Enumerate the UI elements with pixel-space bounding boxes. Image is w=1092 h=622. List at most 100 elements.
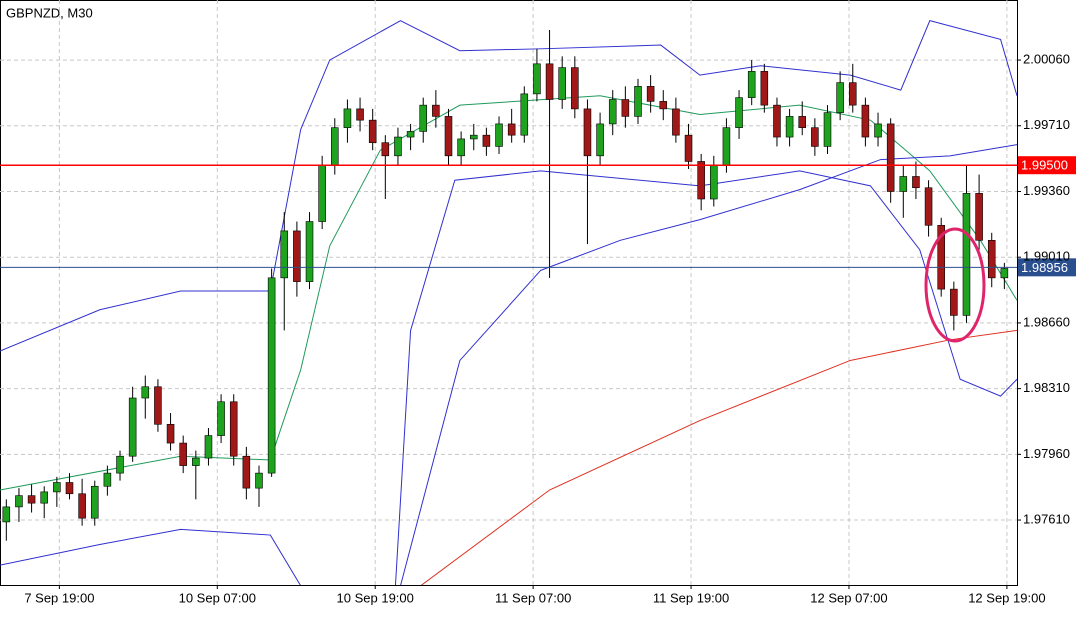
candle-body <box>469 134 478 140</box>
candle-body <box>798 116 807 128</box>
candle-body <box>432 104 440 117</box>
candle-body <box>2 506 11 523</box>
candle-body <box>482 134 491 147</box>
candle-body <box>1000 268 1009 279</box>
candle-body <box>116 455 124 474</box>
candle-body <box>495 123 503 147</box>
candle-body <box>343 108 352 128</box>
candle-body <box>280 230 289 279</box>
plot-frame <box>0 0 1018 586</box>
candle-body <box>836 82 844 113</box>
axes: 2.00060 1.99710 1.99360 1.99010 1.98660 1.983… <box>24 52 1070 606</box>
y-tick-label: 1.99710 <box>1023 117 1070 132</box>
candle-body <box>722 127 731 166</box>
candle-body <box>646 86 655 102</box>
candle-body <box>975 193 983 241</box>
candle-body <box>318 164 326 222</box>
candle-body <box>697 161 705 200</box>
x-tick-label: 10 Sep 07:00 <box>179 590 256 605</box>
candle-body <box>937 224 945 290</box>
candle-body <box>419 104 427 132</box>
indicator-line <box>400 144 1017 585</box>
x-tick-label: 7 Sep 19:00 <box>24 590 94 605</box>
price-label: 1.98956 <box>1021 260 1068 275</box>
candle-body <box>773 104 781 138</box>
price-label-box <box>1018 258 1076 277</box>
candle-body <box>811 127 819 147</box>
candle-body <box>457 138 465 157</box>
candles <box>2 30 1009 541</box>
candle-body <box>507 123 516 136</box>
candle-body <box>65 482 74 495</box>
candle-body <box>15 495 23 508</box>
candle-body <box>368 119 377 143</box>
candle-body <box>192 457 200 466</box>
candle-body <box>684 134 693 162</box>
candle-body <box>861 104 870 138</box>
highlight-ellipse <box>924 227 986 343</box>
x-tick-label: 10 Sep 19:00 <box>337 590 414 605</box>
candle-body <box>735 97 743 128</box>
candle-body <box>204 435 213 459</box>
candle-body <box>520 93 529 136</box>
candle-body <box>305 221 314 282</box>
candle-body <box>141 386 150 399</box>
candle-body <box>90 485 99 519</box>
candle-body <box>634 86 642 117</box>
y-tick-label: 1.99010 <box>1023 249 1070 264</box>
candle-body <box>128 397 137 457</box>
candle-body <box>950 288 958 316</box>
candle-body <box>381 142 390 157</box>
candle-body <box>40 491 48 504</box>
candle-body <box>621 99 630 117</box>
candle-body <box>255 472 263 489</box>
candle-body <box>596 123 604 157</box>
candle-body <box>217 401 225 436</box>
grid <box>0 0 1017 585</box>
y-tick-label: 1.99360 <box>1023 183 1070 198</box>
candle-body <box>608 99 617 125</box>
candle-body <box>912 176 920 189</box>
candle-body <box>179 442 187 466</box>
candle-body <box>962 193 971 316</box>
candle-body <box>394 136 402 157</box>
candle-body <box>545 63 554 100</box>
candle-body <box>356 108 364 121</box>
y-tick-label: 1.97610 <box>1023 511 1070 526</box>
candle-body <box>747 71 756 98</box>
indicator-line <box>0 20 1017 352</box>
indicator-line <box>0 95 1017 491</box>
candle-body <box>823 112 832 147</box>
candle-body <box>331 127 339 166</box>
candle-body <box>558 67 566 100</box>
candle-body <box>848 82 857 106</box>
candle-body <box>267 277 276 474</box>
candle-body <box>166 423 175 444</box>
candle-body <box>899 176 908 192</box>
candle-body <box>229 401 238 457</box>
candle-body <box>987 240 996 279</box>
candle-body <box>406 131 415 138</box>
candle-body <box>444 116 453 157</box>
y-tick-label: 1.97960 <box>1023 446 1070 461</box>
x-tick-label: 11 Sep 19:00 <box>653 590 729 605</box>
candle-body <box>672 108 680 136</box>
candle-body <box>242 455 251 489</box>
x-tick-label: 11 Sep 07:00 <box>495 590 571 605</box>
candle-body <box>53 482 61 493</box>
candle-body <box>27 495 36 504</box>
candle-body <box>785 116 794 138</box>
candle-body <box>760 71 769 106</box>
candle-body <box>924 187 933 226</box>
candle-body <box>710 164 718 200</box>
y-tick-label: 2.00060 <box>1023 52 1070 67</box>
candle-body <box>533 63 541 95</box>
price-label-box <box>1018 156 1076 175</box>
candle-body <box>154 386 162 425</box>
price-lines: 1.99500 1.98956 <box>0 156 1076 277</box>
chart-title: GBPNZD, M30 <box>6 5 93 20</box>
y-tick-label: 1.98660 <box>1023 314 1070 329</box>
candle-body <box>78 493 86 519</box>
